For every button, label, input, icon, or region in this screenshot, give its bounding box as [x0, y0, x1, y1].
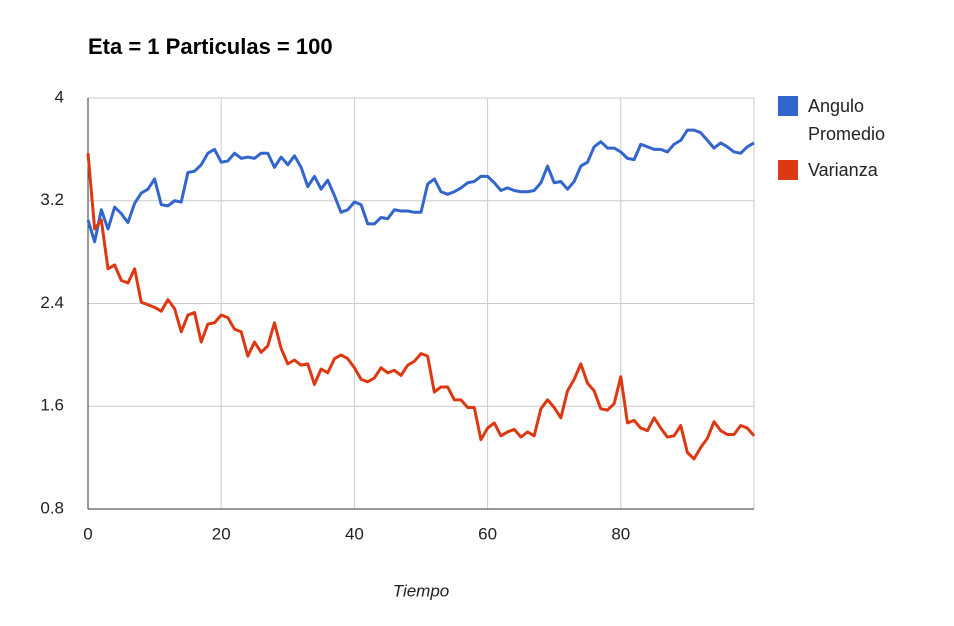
y-tick-label: 3.2: [40, 190, 64, 209]
legend-label: Angulo Promedio: [808, 96, 886, 144]
x-axis-label: Tiempo: [393, 581, 450, 600]
x-tick-label: 40: [345, 524, 364, 543]
legend-swatch: [778, 96, 798, 116]
legend-label: Varianza: [808, 160, 878, 180]
chart-title: Eta = 1 Particulas = 100: [88, 34, 333, 59]
x-tick-label: 80: [611, 524, 630, 543]
y-tick-label: 4: [55, 87, 64, 106]
series-line: [86, 128, 755, 244]
x-tick-label: 0: [83, 524, 92, 543]
y-tick-label: 0.8: [40, 498, 64, 517]
y-tick-label: 2.4: [40, 293, 64, 312]
y-tick-label: 1.6: [40, 396, 64, 415]
legend-swatch: [778, 160, 798, 180]
series-line: [86, 153, 756, 461]
x-tick-label: 60: [478, 524, 497, 543]
x-tick-label: 20: [212, 524, 231, 543]
